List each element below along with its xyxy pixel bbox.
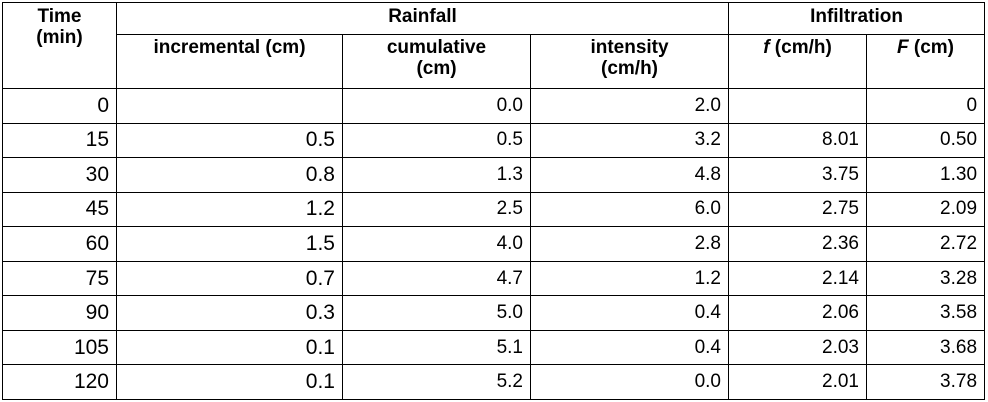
cell-time: 30 bbox=[2, 157, 117, 193]
cell-f bbox=[728, 88, 867, 124]
table-row: 30 0.8 1.3 4.8 3.75 1.30 bbox=[2, 157, 986, 193]
header-F-unit: (cm) bbox=[908, 37, 955, 58]
header-intensity-unit: (cm/h) bbox=[601, 58, 658, 79]
cell-cumulative: 2.5 bbox=[342, 191, 531, 228]
cell-f: 8.01 bbox=[728, 122, 867, 159]
cell-cumulative: 5.0 bbox=[342, 295, 531, 331]
cell-cumulative: 5.1 bbox=[342, 329, 531, 366]
cell-incremental: 1.5 bbox=[116, 226, 343, 262]
cell-incremental: 0.7 bbox=[116, 260, 343, 297]
table-row: 0 0.0 2.0 0 bbox=[2, 88, 986, 124]
cell-time: 90 bbox=[2, 295, 117, 331]
cell-cumulative: 0.5 bbox=[342, 122, 531, 159]
cell-intensity: 2.0 bbox=[530, 88, 729, 124]
table-row: 15 0.5 0.5 3.2 8.01 0.50 bbox=[2, 122, 986, 159]
header-intensity: intensity (cm/h) bbox=[530, 34, 729, 89]
cell-incremental: 0.5 bbox=[116, 122, 343, 159]
cell-time: 75 bbox=[2, 260, 117, 297]
cell-incremental: 0.1 bbox=[116, 364, 343, 400]
cell-cumulative: 5.2 bbox=[342, 364, 531, 400]
cell-incremental bbox=[116, 88, 343, 124]
table-row: 105 0.1 5.1 0.4 2.03 3.68 bbox=[2, 329, 986, 366]
cell-time: 60 bbox=[2, 226, 117, 262]
cell-intensity: 6.0 bbox=[530, 191, 729, 228]
header-f-cumulative: F (cm) bbox=[865, 34, 986, 89]
table-row: 60 1.5 4.0 2.8 2.36 2.72 bbox=[2, 226, 986, 262]
table-row: 120 0.1 5.2 0.0 2.01 3.78 bbox=[2, 364, 986, 400]
header-cumulative: cumulative (cm) bbox=[342, 34, 531, 89]
cell-intensity: 1.2 bbox=[530, 260, 729, 297]
cell-intensity: 0.4 bbox=[530, 295, 729, 331]
cell-incremental: 1.2 bbox=[116, 191, 343, 228]
header-incremental: incremental (cm) bbox=[116, 34, 343, 89]
table-row: 75 0.7 4.7 1.2 2.14 3.28 bbox=[2, 260, 986, 297]
header-time: Time (min) bbox=[2, 2, 117, 89]
header-f-unit: (cm/h) bbox=[769, 37, 832, 58]
header-cumulative-label: cumulative bbox=[386, 37, 487, 58]
header-intensity-label: intensity bbox=[590, 37, 669, 58]
cell-cumulative: 0.0 bbox=[342, 88, 531, 124]
cell-f: 2.14 bbox=[728, 260, 867, 297]
header-cumulative-unit: (cm) bbox=[416, 58, 457, 79]
cell-f: 3.75 bbox=[728, 157, 867, 193]
cell-time: 15 bbox=[2, 122, 117, 159]
cell-cumulative: 4.0 bbox=[342, 226, 531, 262]
cell-f-cumulative: 2.09 bbox=[865, 191, 986, 228]
cell-f: 2.03 bbox=[728, 329, 867, 366]
header-time-unit: (min) bbox=[36, 27, 83, 48]
header-time-label: Time bbox=[37, 6, 82, 27]
header-F-symbol: F bbox=[897, 37, 909, 58]
cell-intensity: 3.2 bbox=[530, 122, 729, 159]
cell-time: 45 bbox=[2, 191, 117, 228]
cell-f: 2.01 bbox=[728, 364, 867, 400]
cell-incremental: 0.8 bbox=[116, 157, 343, 193]
cell-f-cumulative: 0.50 bbox=[865, 122, 986, 159]
cell-intensity: 0.0 bbox=[530, 364, 729, 400]
cell-incremental: 0.3 bbox=[116, 295, 343, 331]
header-rainfall: Rainfall bbox=[116, 2, 729, 35]
cell-f-cumulative: 2.72 bbox=[865, 226, 986, 262]
cell-f-cumulative: 0 bbox=[865, 88, 986, 124]
cell-cumulative: 4.7 bbox=[342, 260, 531, 297]
cell-f: 2.75 bbox=[728, 191, 867, 228]
cell-cumulative: 1.3 bbox=[342, 157, 531, 193]
header-f-symbol: f bbox=[763, 37, 770, 58]
header-row-group: Time (min) Rainfall Infiltration bbox=[2, 2, 986, 89]
header-infiltration: Infiltration bbox=[727, 2, 986, 35]
cell-intensity: 4.8 bbox=[530, 157, 729, 193]
cell-time: 120 bbox=[2, 364, 117, 400]
cell-time: 0 bbox=[2, 88, 117, 124]
cell-f-cumulative: 3.68 bbox=[865, 329, 986, 366]
cell-f: 2.06 bbox=[728, 295, 867, 331]
table-row: 90 0.3 5.0 0.4 2.06 3.58 bbox=[2, 295, 986, 331]
cell-f-cumulative: 3.78 bbox=[865, 364, 986, 400]
table-body: 0 0.0 2.0 0 15 0.5 0.5 3.2 8.01 0.50 30 0.8 1.3 4.8 3.… bbox=[2, 88, 986, 400]
cell-f-cumulative: 1.30 bbox=[865, 157, 986, 193]
header-row-columns: incremental (cm) cumulative (cm) intensi… bbox=[3, 34, 986, 89]
cell-incremental: 0.1 bbox=[116, 329, 343, 366]
cell-intensity: 0.4 bbox=[530, 329, 729, 366]
cell-f-cumulative: 3.28 bbox=[865, 260, 986, 297]
cell-intensity: 2.8 bbox=[530, 226, 729, 262]
table-row: 45 1.2 2.5 6.0 2.75 2.09 bbox=[2, 191, 986, 228]
cell-time: 105 bbox=[2, 329, 117, 366]
cell-f: 2.36 bbox=[728, 226, 867, 262]
cell-f-cumulative: 3.58 bbox=[865, 295, 986, 331]
header-f-rate: f (cm/h) bbox=[728, 34, 867, 89]
